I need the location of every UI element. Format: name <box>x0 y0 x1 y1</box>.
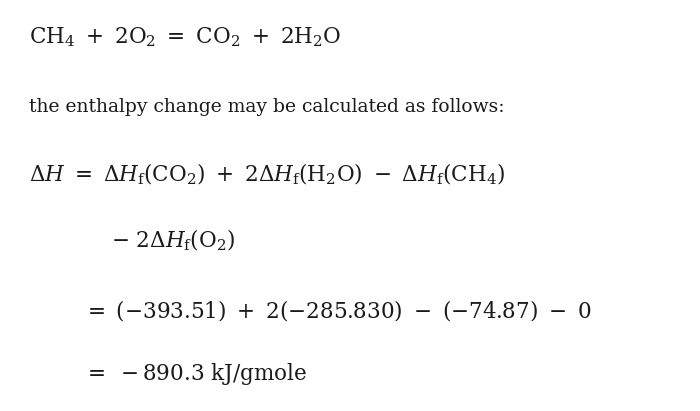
Text: $\Delta H \ = \ \Delta H_{\mathrm{f}}(\mathrm{CO_2}) \ + \ 2\Delta H_{\mathrm{f}: $\Delta H \ = \ \Delta H_{\mathrm{f}}(\m… <box>29 162 505 187</box>
Text: $= \ -890.3 \ \mathrm{kJ/gmole}$: $= \ -890.3 \ \mathrm{kJ/gmole}$ <box>83 361 307 387</box>
Text: $\mathrm{CH_4 \ + \ 2O_2 \ = \ CO_2 \ + \ 2H_2O}$: $\mathrm{CH_4 \ + \ 2O_2 \ = \ CO_2 \ + … <box>29 25 342 49</box>
Text: the enthalpy change may be calculated as follows:: the enthalpy change may be calculated as… <box>29 98 505 116</box>
Text: $= \ (-393.51) \ + \ 2(-285.830) \ - \ (-74.87) \ - \ 0$: $= \ (-393.51) \ + \ 2(-285.830) \ - \ (… <box>83 298 592 323</box>
Text: $- \ 2\Delta H_{\mathrm{f}}(\mathrm{O_2})$: $- \ 2\Delta H_{\mathrm{f}}(\mathrm{O_2}… <box>111 228 234 253</box>
